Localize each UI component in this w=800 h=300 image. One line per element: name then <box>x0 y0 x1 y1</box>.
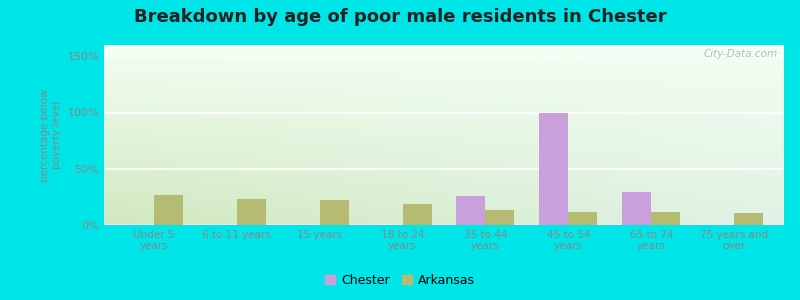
Bar <box>568 212 598 225</box>
Bar <box>539 112 568 225</box>
Bar <box>486 210 514 225</box>
Bar <box>734 213 763 225</box>
Bar <box>622 192 651 225</box>
Bar <box>154 195 182 225</box>
Y-axis label: percentage below
poverty level: percentage below poverty level <box>40 88 62 182</box>
Bar <box>237 199 266 225</box>
Text: Breakdown by age of poor male residents in Chester: Breakdown by age of poor male residents … <box>134 8 666 26</box>
Text: City-Data.com: City-Data.com <box>703 49 778 58</box>
Bar <box>457 196 486 225</box>
Bar <box>402 204 431 225</box>
Legend: Chester, Arkansas: Chester, Arkansas <box>321 270 479 291</box>
Bar <box>320 200 349 225</box>
Bar <box>651 212 680 225</box>
